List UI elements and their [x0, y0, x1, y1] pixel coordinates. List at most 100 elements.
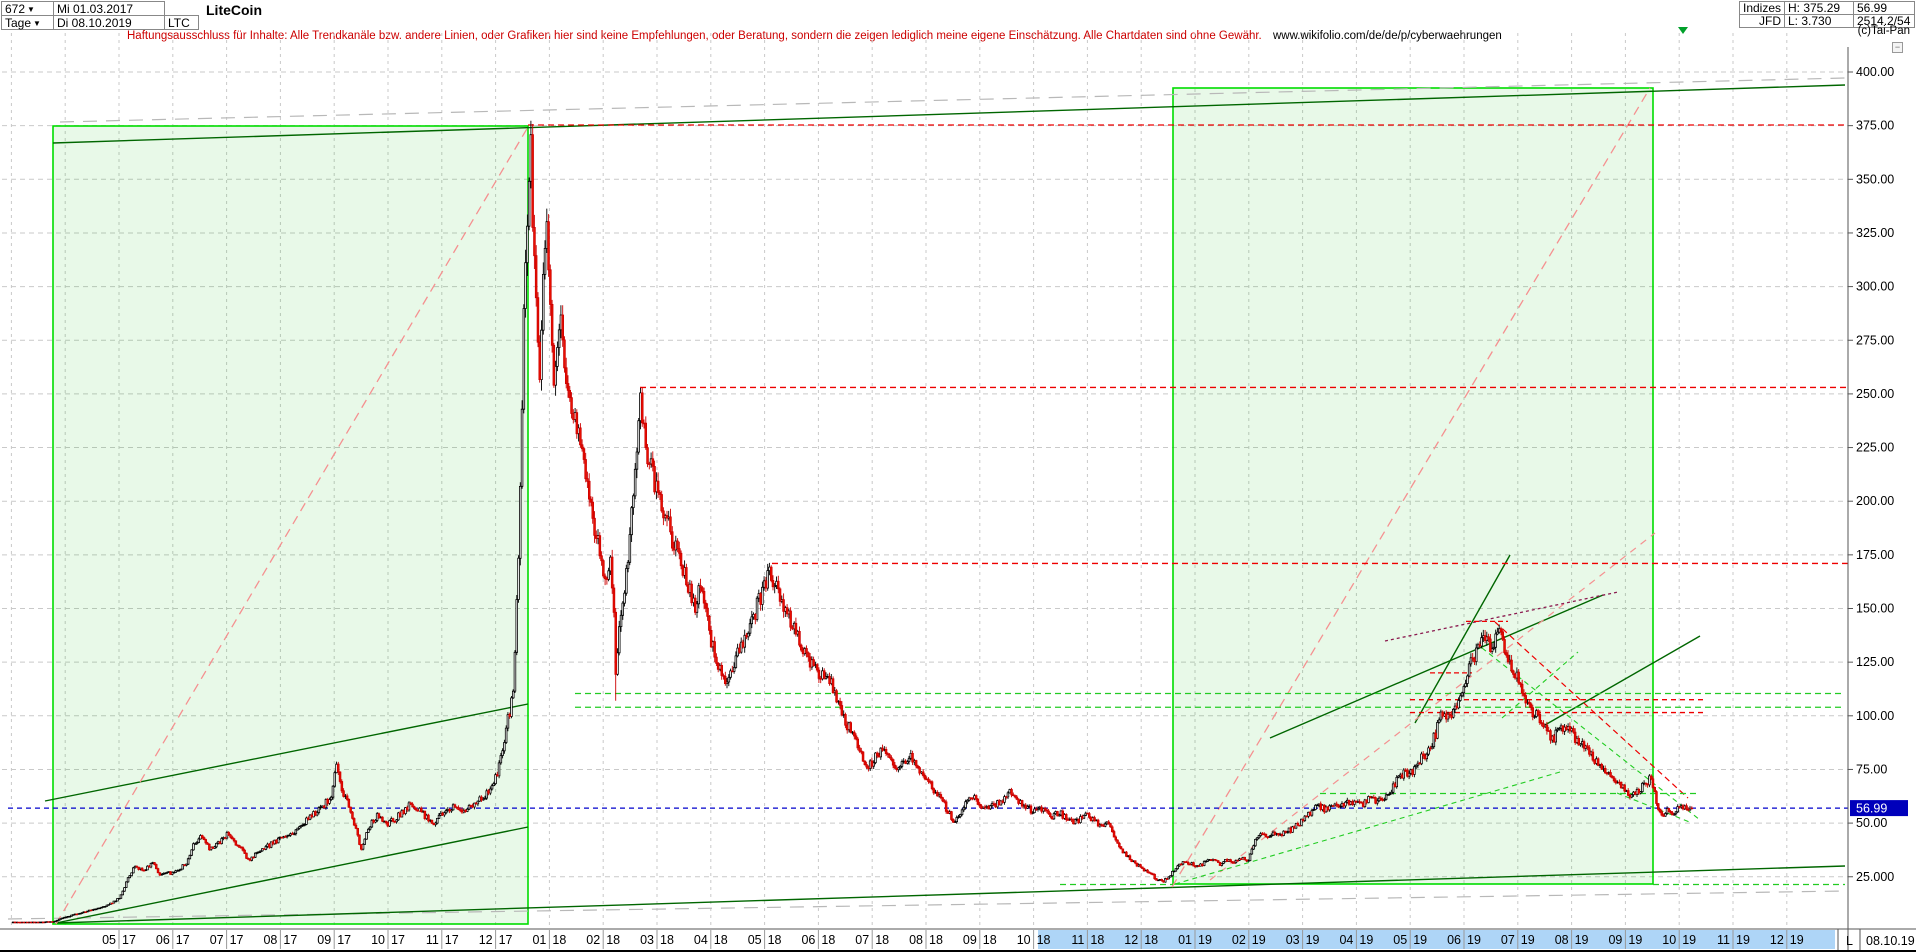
x-axis-year-label: 17 — [230, 933, 244, 947]
disclaimer-body: Haftungsausschluss für Inhalte: Alle Tre… — [127, 30, 1262, 42]
y-axis-label: 75.00 — [1856, 762, 1887, 776]
y-axis-label: 225.00 — [1856, 441, 1894, 455]
y-axis-label: 350.00 — [1856, 172, 1894, 186]
x-axis-year-label: 18 — [1090, 933, 1104, 947]
x-axis-month-label: 12 — [479, 933, 493, 947]
x-axis-year-label: 17 — [283, 933, 297, 947]
chevron-down-icon: ▼ — [33, 19, 41, 28]
x-axis-month-label: 01 — [532, 933, 546, 947]
x-axis-month-label: 12 — [1124, 933, 1138, 947]
period-dropdown[interactable]: Tage ▼ — [1, 15, 54, 30]
x-axis-year-label: 19 — [1306, 933, 1320, 947]
x-axis-year-label: 19 — [1628, 933, 1642, 947]
x-axis-month-label: 07 — [210, 933, 224, 947]
x-axis-year-label: 19 — [1198, 933, 1212, 947]
x-axis-month-label: 09 — [963, 933, 977, 947]
disclaimer-text: Haftungsausschluss für Inhalte: Alle Tre… — [127, 30, 1502, 42]
x-axis-month-label: 02 — [586, 933, 600, 947]
x-axis-month-label: 10 — [1662, 933, 1676, 947]
date-to-value: Di 08.10.2019 — [57, 16, 132, 30]
x-axis-year-label: 19 — [1736, 933, 1750, 947]
period-value: Tage — [5, 16, 32, 30]
x-axis-year-label: 18 — [1037, 933, 1051, 947]
x-axis-year-label: 17 — [337, 933, 351, 947]
trend-box-2017 — [52, 125, 529, 925]
axis-range-highlight[interactable] — [1038, 930, 1835, 949]
x-axis-month-label: 07 — [855, 933, 869, 947]
x-axis-month-label: 11 — [1717, 933, 1730, 947]
x-axis-year-label: 18 — [821, 933, 835, 947]
date-from-value: Mi 01.03.2017 — [57, 2, 134, 16]
x-axis-month-label: 08 — [909, 933, 923, 947]
y-axis-label: 400.00 — [1856, 65, 1894, 79]
y-axis-label: 300.00 — [1856, 280, 1894, 294]
x-axis-month-label: 01 — [1178, 933, 1192, 947]
y-axis-label: 375.00 — [1856, 119, 1894, 133]
x-axis-month-label: 10 — [371, 933, 385, 947]
x-axis-month-label: 11 — [426, 933, 439, 947]
x-axis-year-label: 19 — [1575, 933, 1589, 947]
y-axis-label: 325.00 — [1856, 226, 1894, 240]
period-low-label: L: 3.730 — [1784, 14, 1854, 28]
x-axis-month-label: 06 — [1447, 933, 1461, 947]
x-axis-year-label: 18 — [1144, 933, 1158, 947]
x-axis-year-label: 18 — [552, 933, 566, 947]
bars-count-value: 672 — [5, 2, 26, 16]
y-axis-label: 250.00 — [1856, 387, 1894, 401]
x-axis-year-label: 17 — [176, 933, 190, 947]
volume-label: 2514.2/54 — [1853, 14, 1915, 28]
trend-box-2019 — [1172, 87, 1654, 885]
wikifolio-link[interactable]: www.wikifolio.com/de/de/p/cyberwaehrunge… — [1272, 30, 1502, 42]
x-axis-year-label: 19 — [1413, 933, 1427, 947]
x-axis-year-label: 17 — [122, 933, 136, 947]
x-axis-month-label: 08 — [263, 933, 277, 947]
x-axis-month-label: 03 — [640, 933, 654, 947]
last-price-label: 56.99 — [1853, 1, 1915, 15]
x-axis-month-label: 09 — [1608, 933, 1622, 947]
x-axis-year-label: 18 — [660, 933, 674, 947]
collapse-icon[interactable]: − — [1892, 42, 1903, 53]
x-axis-month-label: 03 — [1286, 933, 1300, 947]
x-axis-month-label: 09 — [317, 933, 331, 947]
bars-count-dropdown[interactable]: 672 ▼ — [1, 1, 54, 16]
date-from-field[interactable]: Mi 01.03.2017 — [53, 1, 165, 16]
info-source-row1: Indizes — [1739, 1, 1785, 15]
y-axis-label: 100.00 — [1856, 709, 1894, 723]
current-price-value: 56.99 — [1856, 802, 1887, 816]
y-axis-label: 175.00 — [1856, 548, 1894, 562]
x-axis-year-label: 18 — [983, 933, 997, 947]
y-axis-label: 125.00 — [1856, 655, 1894, 669]
x-axis-year-label: 19 — [1521, 933, 1535, 947]
y-axis-label: 25.000 — [1856, 870, 1894, 884]
instrument-title: LiteCoin — [206, 2, 262, 18]
x-axis-month-label: 04 — [1339, 933, 1353, 947]
x-axis-year-label: 19 — [1359, 933, 1373, 947]
x-axis-month-label: 12 — [1770, 933, 1784, 947]
marker-triangle-icon — [1678, 27, 1688, 34]
x-axis-month-label: 02 — [1232, 933, 1246, 947]
x-axis-year-label: 19 — [1790, 933, 1804, 947]
x-axis-year-label: 18 — [606, 933, 620, 947]
x-axis-month-label: 08 — [1555, 933, 1569, 947]
copyright-label: (c)Tai-Pan — [1857, 25, 1910, 37]
x-axis-year-label: 19 — [1682, 933, 1696, 947]
x-axis-year-label: 19 — [1252, 933, 1266, 947]
x-axis-year-label: 17 — [499, 933, 513, 947]
symbol-value: LTC — [168, 16, 190, 30]
x-axis-year-label: 17 — [445, 933, 459, 947]
x-axis-month-label: 05 — [748, 933, 762, 947]
x-axis-month-label: 05 — [1393, 933, 1407, 947]
axis-mode-label[interactable]: L — [1846, 934, 1853, 948]
x-axis-year-label: 18 — [929, 933, 943, 947]
x-axis-month-label: 05 — [102, 933, 116, 947]
date-to-field[interactable]: Di 08.10.2019 — [53, 15, 165, 30]
x-axis-month-label: 11 — [1071, 933, 1084, 947]
x-axis-year-label: 19 — [1467, 933, 1481, 947]
symbol-field[interactable]: LTC — [164, 15, 199, 30]
current-price-marker — [1850, 800, 1908, 817]
y-axis-label: 50.00 — [1856, 816, 1887, 830]
x-axis-month-label: 06 — [801, 933, 815, 947]
y-axis-label: 200.00 — [1856, 494, 1894, 508]
